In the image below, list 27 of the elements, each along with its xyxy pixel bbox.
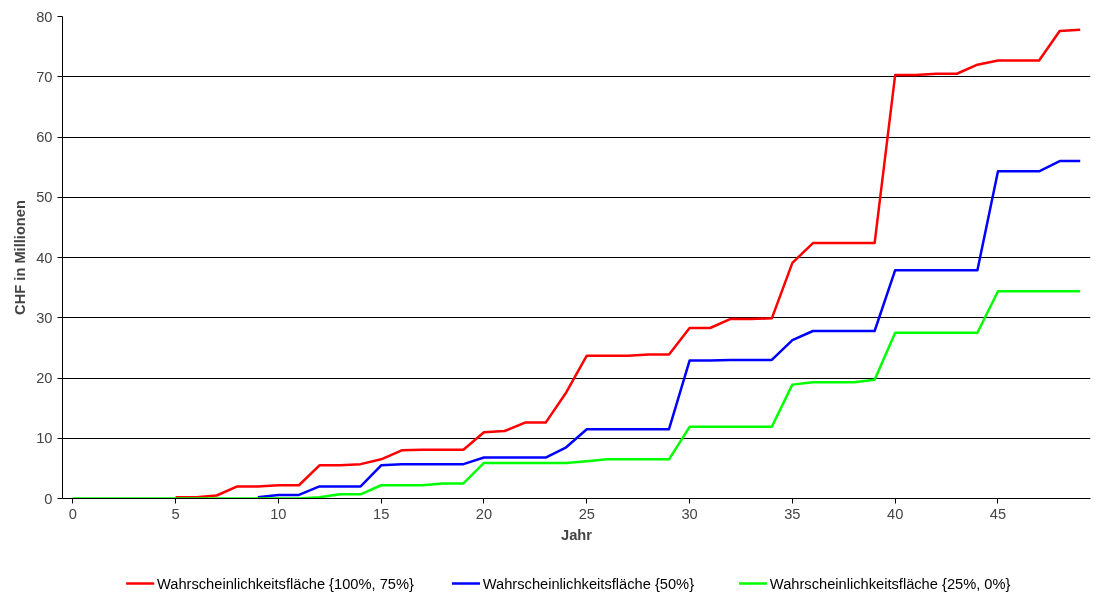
x-tick-label: 35 (784, 505, 801, 522)
y-tick-label: 70 (36, 68, 53, 85)
line-series (256, 159, 1082, 499)
x-tick-label: 10 (270, 505, 287, 522)
legend-label: Wahrscheinlichkeitsfläche {25%, 0%} (769, 575, 1011, 592)
x-axis-title: Jahr (561, 526, 593, 543)
y-tick-label: 50 (36, 189, 53, 206)
x-tick-label: 5 (171, 505, 180, 522)
x-tick-label: 30 (681, 505, 698, 522)
y-tick-label: 80 (36, 8, 53, 25)
x-tick-label: 40 (887, 505, 904, 522)
line-series (71, 289, 1082, 499)
x-tick-label: 0 (68, 505, 77, 522)
legend-label: Wahrscheinlichkeitsfläche {100%, 75%} (156, 575, 414, 592)
y-tick-label: 0 (44, 490, 53, 507)
y-tick-label: 20 (36, 370, 53, 386)
y-axis-title: CHF in Millionen (12, 200, 29, 315)
line-series (174, 28, 1082, 499)
y-tick-label: 60 (36, 129, 53, 145)
legend-label: Wahrscheinlichkeitsfläche {50%} (482, 575, 695, 592)
x-tick-label: 45 (989, 505, 1007, 522)
y-tick-label: 10 (36, 430, 53, 447)
y-tick-label: 30 (36, 309, 53, 326)
x-tick-label: 15 (373, 505, 390, 522)
x-tick-label: 20 (475, 505, 493, 522)
y-tick-label: 40 (36, 249, 53, 266)
x-tick-label: 25 (578, 505, 595, 522)
